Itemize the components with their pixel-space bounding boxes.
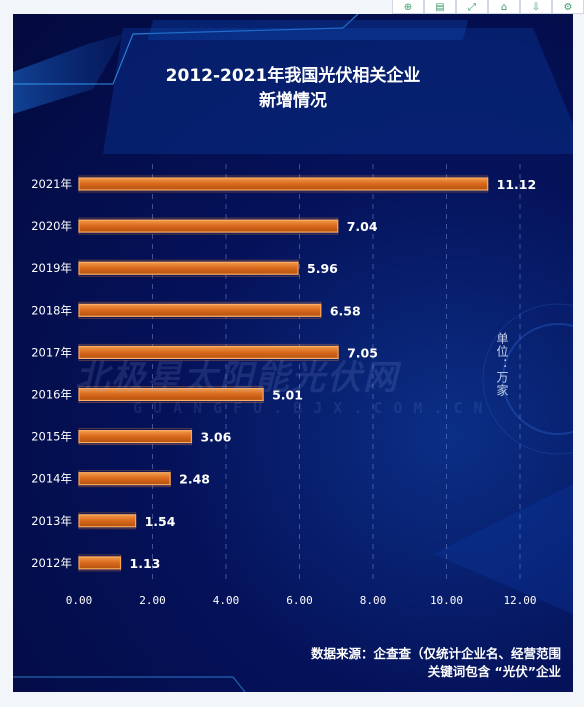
category-label: 2012年: [31, 556, 72, 570]
x-tick-label: 0.00: [66, 594, 93, 607]
category-label: 2018年: [31, 303, 72, 317]
data-label: 3.06: [200, 430, 231, 445]
data-source-line1: 数据来源：企查查（仅统计企业名、经营范围: [310, 646, 561, 661]
bar: [78, 345, 339, 359]
bar-glow: [78, 343, 339, 361]
x-tick-label: 8.00: [360, 594, 387, 607]
bar-glow: [78, 217, 339, 235]
category-label: 2021年: [31, 177, 72, 191]
category-label: 2017年: [31, 345, 72, 359]
bar-glow: [78, 470, 171, 488]
x-tick-label: 2.00: [139, 594, 166, 607]
bar: [78, 387, 264, 402]
data-label: 7.05: [347, 345, 378, 360]
x-tick-label: 10.00: [430, 594, 463, 607]
data-label: 5.96: [307, 261, 338, 276]
zoom-icon[interactable]: ⊕: [392, 0, 424, 14]
chart-title-line2: 新增情况: [259, 91, 327, 111]
bar: [78, 219, 339, 233]
bar: [78, 472, 171, 486]
category-label: 2015年: [31, 430, 72, 444]
watermark-sub: GUANGFU.BJX.COM.CN: [133, 399, 494, 417]
bar-glow: [78, 301, 322, 319]
gear-icon[interactable]: ⚙: [552, 0, 584, 14]
data-label: 1.54: [145, 514, 176, 529]
expand-icon[interactable]: ⤢: [456, 0, 488, 14]
chart-canvas: 0.00 2.00 4.00 6.00 8.00 10.00 12.00 2021年 11.12…: [13, 14, 573, 692]
x-tick-label: 12.00: [503, 594, 536, 607]
download-icon[interactable]: ⇩: [520, 0, 552, 14]
category-label: 2013年: [31, 514, 72, 528]
axis-labels: 0.00 2.00 4.00 6.00 8.00 10.00 12.00 2021年 11.12…: [31, 177, 536, 607]
data-source-line2: 关键词包含 “光伏”企业: [427, 664, 561, 679]
data-source: 数据来源：企查查（仅统计企业名、经营范围 关键词包含 “光伏”企业: [311, 645, 561, 681]
chart-toolbar: ⊕ ▤ ⤢ ⌂ ⇩ ⚙: [374, 0, 584, 14]
category-label: 2019年: [31, 261, 72, 275]
bar: [78, 514, 137, 528]
chart-title-line1: 2012-2021年我国光伏相关企业: [165, 66, 421, 86]
data-label: 2.48: [179, 472, 210, 487]
x-tick-label: 6.00: [286, 594, 313, 607]
bar-glow: [78, 554, 122, 572]
bar: [78, 261, 299, 275]
category-label: 2014年: [31, 472, 72, 486]
chart-card: 0.00 2.00 4.00 6.00 8.00 10.00 12.00 2021年 11.12…: [13, 14, 573, 692]
bar: [78, 303, 322, 317]
document-icon[interactable]: ▤: [424, 0, 456, 14]
decor-frame: [13, 14, 573, 692]
bars-group: [78, 175, 489, 572]
data-label: 1.13: [130, 556, 161, 571]
data-label: 6.58: [330, 303, 361, 318]
home-icon[interactable]: ⌂: [488, 0, 520, 14]
bar-glow: [78, 512, 137, 530]
data-label: 7.04: [347, 219, 378, 234]
category-label: 2020年: [31, 219, 72, 233]
data-label: 11.12: [497, 177, 537, 192]
bar-glow: [78, 428, 192, 446]
watermark-main: 北极星太阳能光伏网: [75, 358, 399, 398]
unit-label: 单位：万家: [495, 332, 509, 397]
grid-lines: [152, 164, 521, 584]
bar-glow: [78, 175, 489, 193]
category-label: 2016年: [31, 388, 72, 402]
chart-title: 2012-2021年我国光伏相关企业 新增情况: [13, 64, 573, 114]
bar: [78, 430, 193, 444]
bar: [78, 177, 489, 191]
data-label: 5.01: [272, 388, 303, 403]
bar: [78, 556, 122, 570]
bar-glow: [78, 386, 264, 403]
bar-glow: [78, 259, 299, 277]
x-tick-label: 4.00: [213, 594, 240, 607]
